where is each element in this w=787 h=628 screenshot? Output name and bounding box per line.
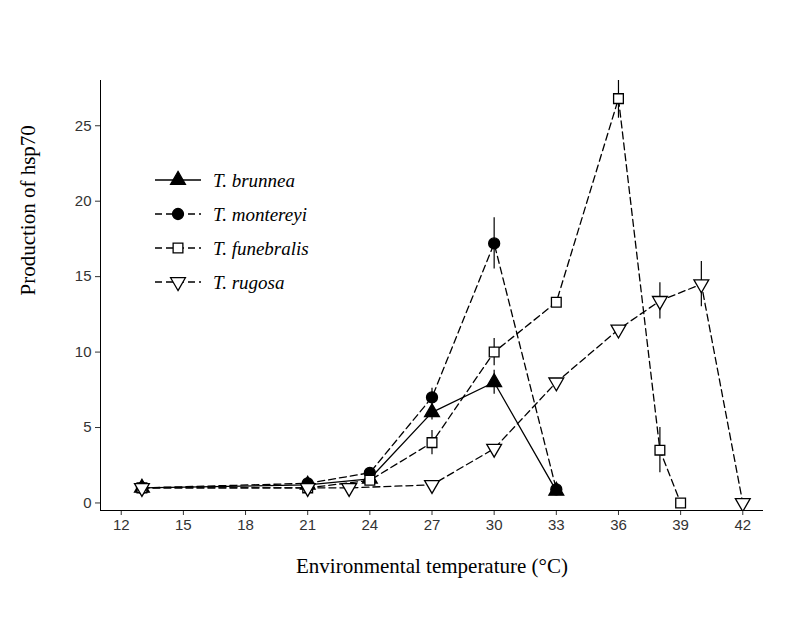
svg-text:27: 27 <box>424 516 441 533</box>
svg-text:T. brunnea: T. brunnea <box>213 170 295 191</box>
svg-text:Production of hsp70: Production of hsp70 <box>16 125 40 295</box>
svg-text:25: 25 <box>75 117 92 134</box>
svg-text:T. funebralis: T. funebralis <box>213 238 309 259</box>
svg-text:Environmental temperature (°C): Environmental temperature (°C) <box>296 554 568 578</box>
svg-text:21: 21 <box>299 516 316 533</box>
svg-text:39: 39 <box>672 516 689 533</box>
svg-text:20: 20 <box>75 192 92 209</box>
svg-text:42: 42 <box>734 516 751 533</box>
svg-text:T. montereyi: T. montereyi <box>213 204 307 225</box>
svg-text:T. rugosa: T. rugosa <box>213 272 284 293</box>
svg-text:15: 15 <box>75 267 92 284</box>
svg-text:15: 15 <box>175 516 192 533</box>
svg-text:30: 30 <box>486 516 503 533</box>
svg-text:12: 12 <box>113 516 130 533</box>
svg-text:24: 24 <box>362 516 379 533</box>
svg-text:5: 5 <box>83 418 91 435</box>
svg-text:36: 36 <box>610 516 627 533</box>
svg-text:33: 33 <box>548 516 565 533</box>
svg-text:0: 0 <box>83 494 91 511</box>
svg-text:10: 10 <box>75 343 92 360</box>
svg-text:18: 18 <box>237 516 254 533</box>
